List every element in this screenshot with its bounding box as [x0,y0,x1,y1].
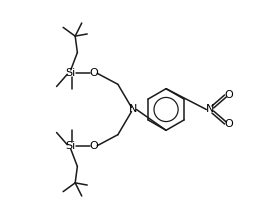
Text: O: O [225,119,233,129]
Text: O: O [90,141,98,151]
Text: N: N [129,104,137,115]
Text: O: O [225,90,233,100]
Text: Si: Si [66,68,76,78]
Text: N: N [206,104,214,115]
Text: O: O [90,68,98,78]
Text: Si: Si [66,141,76,151]
